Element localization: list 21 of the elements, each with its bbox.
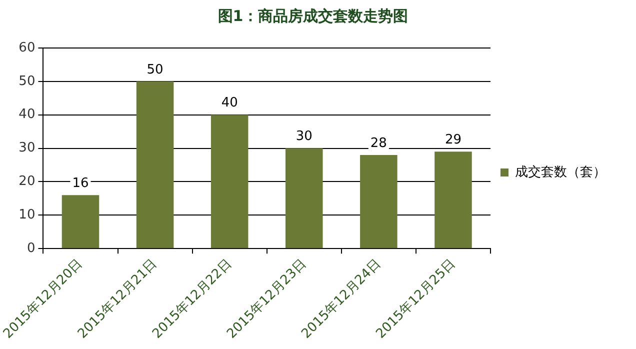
y-tick-label: 10 <box>18 208 36 223</box>
y-tick-label: 40 <box>18 107 36 122</box>
bar <box>136 81 174 248</box>
data-label: 28 <box>370 136 387 151</box>
bar <box>285 148 323 248</box>
y-tick-label: 30 <box>18 140 36 156</box>
data-label: 29 <box>444 132 462 148</box>
data-label: 16 <box>72 176 89 191</box>
bar <box>360 154 398 248</box>
y-tick-label: 60 <box>18 40 36 56</box>
data-label: 30 <box>296 129 312 144</box>
data-label: 40 <box>221 96 238 111</box>
bar <box>62 195 100 248</box>
legend-label: 成交套数（套） <box>515 164 606 180</box>
bar <box>210 114 248 248</box>
chart-title: 图1：商品房成交套数走势图 <box>218 6 408 25</box>
y-tick-label: 0 <box>26 240 36 256</box>
y-tick-label: 20 <box>18 174 36 190</box>
y-tick-label: 50 <box>18 74 36 89</box>
bar <box>434 152 472 248</box>
data-label: 50 <box>146 62 164 78</box>
